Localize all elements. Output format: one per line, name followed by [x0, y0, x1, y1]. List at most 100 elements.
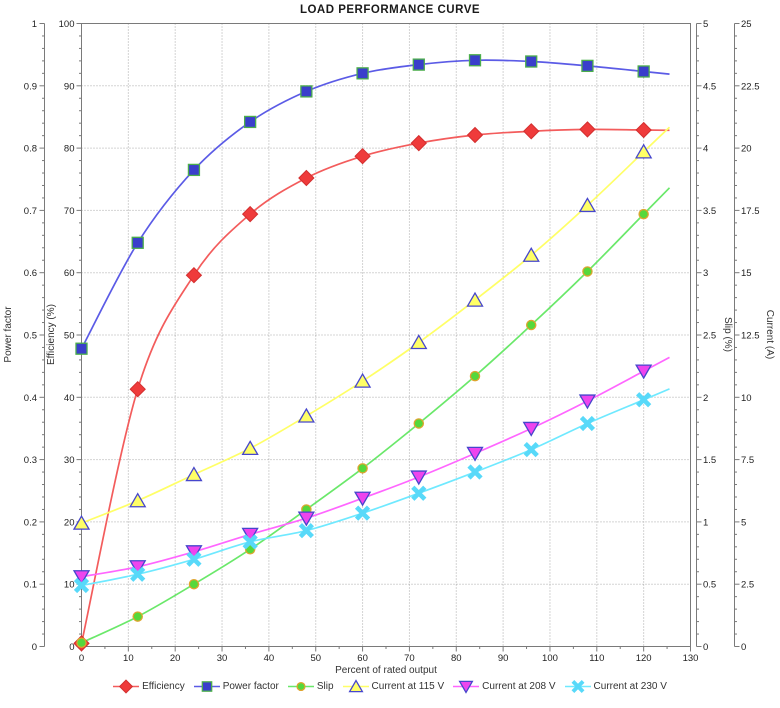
series-current-at-230-v-points	[73, 392, 652, 594]
series-current-at-208-v-line	[81, 356, 670, 578]
tick-label: 50	[64, 331, 75, 342]
tick-label: 60	[64, 268, 75, 279]
series-layer	[72, 54, 671, 652]
series-slip-line	[81, 187, 671, 644]
legend-marker-efficiency-icon	[113, 679, 140, 694]
tick-label: 120	[636, 653, 652, 664]
series-power-factor-points	[75, 54, 650, 355]
tick-label: 0.6	[24, 268, 37, 279]
tick-label: 25	[741, 19, 752, 30]
tick-label: 0.2	[24, 517, 37, 528]
tick-label: 3	[703, 268, 708, 279]
tick-label: 40	[264, 653, 275, 664]
efficiency-axis-title: Efficiency (%)	[46, 304, 57, 365]
tick-label: 30	[64, 455, 75, 466]
legend-marker-current-at-208-v-icon	[453, 680, 480, 694]
tick-label: 17.5	[741, 206, 760, 217]
series-power-factor-line	[81, 59, 670, 350]
legend-label: Current at 230 V	[593, 681, 667, 692]
tick-label: 0.5	[703, 580, 716, 591]
power-factor-axis-title: Power factor	[3, 306, 14, 363]
tick-label: 130	[683, 653, 699, 664]
legend-label: Slip	[316, 681, 334, 692]
tick-label: 100	[59, 19, 75, 30]
chart-title: LOAD PERFORMANCE CURVE	[300, 4, 480, 16]
tick-label: 2.5	[741, 580, 754, 591]
tick-label: 10	[64, 580, 75, 591]
tick-label: 70	[404, 653, 415, 664]
tick-label: 22.5	[741, 81, 760, 92]
tick-label: 4	[703, 144, 708, 155]
tick-label: 20	[741, 144, 752, 155]
tick-label: 0.4	[24, 393, 37, 404]
legend-marker-power-factor-icon	[193, 681, 220, 692]
tick-label: 2.5	[703, 331, 716, 342]
slip-axis-title: Slip (%)	[722, 317, 733, 352]
tick-label: 80	[451, 653, 462, 664]
series-slip-points	[76, 208, 649, 649]
tick-label: 0.3	[24, 455, 37, 466]
gridlines	[81, 23, 691, 647]
tick-label: 1.5	[703, 455, 716, 466]
tick-label: 100	[542, 653, 558, 664]
tick-label: 0	[32, 642, 37, 653]
tick-label: 90	[498, 653, 509, 664]
legend-label: Current at 208 V	[482, 681, 556, 692]
tick-label: 1	[32, 19, 37, 30]
axis-x: 0 10 20 30 40 50 60 70 80 90 100 110 120 130	[79, 646, 699, 664]
axis-efficiency: 0 10 20 30 40 50 60 70 80 90 100	[59, 19, 82, 653]
legend-marker-current-at-115-v-icon	[342, 679, 369, 693]
tick-label: 1	[703, 517, 708, 528]
tick-label: 0	[741, 642, 746, 653]
tick-label: 20	[64, 517, 75, 528]
tick-label: 3.5	[703, 206, 716, 217]
tick-label: 5	[703, 19, 708, 30]
legend-item-power-factor: Power factor	[193, 679, 279, 694]
legend-item-current-at-208-v: Current at 208 V	[453, 679, 556, 694]
plot-border	[81, 23, 691, 647]
tick-label: 60	[357, 653, 368, 664]
current-axis-title: Current (A)	[764, 310, 775, 359]
tick-label: 5	[741, 517, 746, 528]
legend-marker-slip-icon	[287, 681, 314, 692]
tick-label: 30	[217, 653, 228, 664]
chart-svg: LOAD PERFORMANCE CURVE 00.10.20.30.40.50…	[3, 4, 775, 676]
axis-current: 0 2.5 5 7.5 10 12.5 15 17.5 20 22.5 25	[734, 19, 760, 653]
legend-item-slip: Slip	[287, 679, 334, 694]
legend-item-efficiency: Efficiency	[113, 679, 185, 694]
tick-label: 10	[123, 653, 134, 664]
legend-marker-current-at-230-v-icon	[564, 680, 591, 693]
tick-label: 0.7	[24, 206, 37, 217]
series-current-at-115-v-line	[81, 126, 671, 524]
tick-label: 80	[64, 144, 75, 155]
tick-label: 110	[589, 653, 604, 664]
chart-legend: Efficiency Power factor Slip Current at 115…	[0, 679, 780, 694]
tick-label: 90	[64, 81, 75, 92]
tick-label: 0.5	[24, 331, 37, 342]
tick-label: 40	[64, 393, 75, 404]
x-axis-title: Percent of rated output	[335, 665, 437, 676]
tick-label: 0.8	[24, 144, 37, 155]
tick-label: 0	[703, 642, 708, 653]
tick-label: 7.5	[741, 455, 754, 466]
series-current-at-115-v-points	[72, 143, 653, 530]
tick-label: 15	[741, 268, 752, 279]
axis-slip: 0 0.5 1 1.5 2 2.5 3 3.5 4 4.5 5	[696, 19, 716, 653]
series-lines	[81, 59, 671, 644]
tick-label: 0	[79, 653, 84, 664]
axes: 00.10.20.30.40.50.60.70.80.9101020304050…	[24, 19, 760, 664]
tick-label: 2	[703, 393, 708, 404]
legend-label: Efficiency	[142, 681, 185, 692]
tick-label: 0.1	[24, 580, 37, 591]
axis-power-factor: 0 0.1 0.2 0.3 0.4 0.5 0.6 0.7 0.8 0.9 1	[24, 19, 45, 653]
legend-label: Current at 115 V	[371, 681, 445, 692]
series-markers	[72, 54, 653, 652]
legend-item-current-at-230-v: Current at 230 V	[564, 679, 667, 694]
tick-label: 10	[741, 393, 752, 404]
tick-label: 0	[69, 642, 74, 653]
tick-label: 0.9	[24, 81, 37, 92]
legend-item-current-at-115-v: Current at 115 V	[342, 679, 445, 694]
series-current-at-208-v-points	[72, 364, 653, 586]
legend-label: Power factor	[222, 681, 279, 692]
tick-label: 50	[310, 653, 321, 664]
